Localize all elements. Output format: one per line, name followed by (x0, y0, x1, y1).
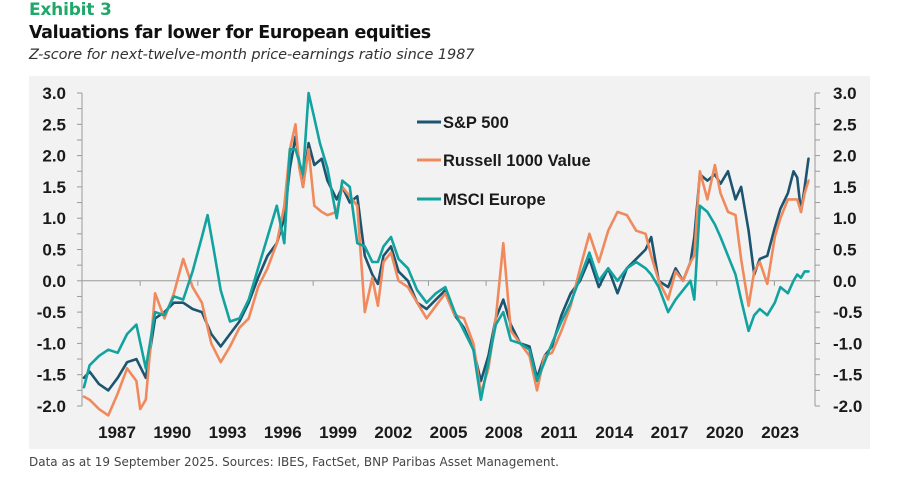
y-tick-label-right: 2.5 (833, 115, 857, 134)
x-tick-label: 2002 (374, 423, 412, 442)
y-tick-label-right: 1.5 (833, 178, 857, 197)
y-tick-label-left: 2.0 (42, 147, 66, 166)
y-tick-label-left: 0.0 (42, 272, 66, 291)
x-tick-label: 2017 (651, 423, 689, 442)
x-tick-label: 1993 (209, 423, 247, 442)
legend: S&P 500 Russell 1000 Value MSCI Europe (417, 114, 591, 209)
x-tick-label: 2020 (706, 423, 744, 442)
x-tick-label: 2014 (595, 423, 633, 442)
series-lines (82, 91, 810, 417)
x-tick-label: 2011 (541, 423, 578, 442)
y-tick-label-right: 0.5 (833, 241, 857, 260)
chart-title: Valuations far lower for European equiti… (29, 23, 431, 43)
chart-subtitle: Z-score for next-twelve-month price-earn… (29, 47, 475, 63)
y-tick-label-right: 2.0 (833, 147, 857, 166)
y-tick-label-right: 1.0 (833, 209, 857, 228)
legend-label: MSCI Europe (443, 191, 546, 209)
y-tick-label-right: -2.0 (833, 397, 862, 416)
x-tick-label: 2005 (430, 423, 468, 442)
x-tick-label: 1987 (98, 423, 136, 442)
exhibit-label: Exhibit 3 (29, 0, 112, 20)
x-tick-label: 1996 (264, 423, 302, 442)
y-tick-label-left: -1.5 (37, 366, 66, 385)
y-tick-label-left: -0.5 (37, 303, 66, 322)
y-tick-label-left: 0.5 (42, 241, 66, 260)
legend-label: S&P 500 (443, 114, 509, 132)
x-tick-label: 2023 (761, 423, 799, 442)
x-tick-label: 2008 (485, 423, 523, 442)
y-tick-label-right: 0.0 (833, 272, 857, 291)
y-tick-label-left: 1.0 (42, 209, 66, 228)
y-tick-label-right: -0.5 (833, 303, 862, 322)
series-line-msci-europe (82, 91, 810, 402)
y-tick-label-right: 3.0 (833, 84, 857, 103)
y-tick-label-left: -1.0 (37, 334, 66, 353)
series-line-russell-1000-value (82, 123, 810, 417)
y-tick-label-left: 3.0 (42, 84, 66, 103)
axes: 3.0 3.0 2.5 2.5 2.0 2.0 1.5 1.5 1.0 1.0 0.5 0.5 0.0 0… (37, 84, 863, 442)
x-tick-label: 1999 (319, 423, 357, 442)
y-tick-label-left: 1.5 (42, 178, 66, 197)
y-tick-label-right: -1.5 (833, 366, 862, 385)
y-tick-label-left: -2.0 (37, 397, 66, 416)
y-tick-label-left: 2.5 (42, 115, 66, 134)
source-footnote: Data as at 19 September 2025. Sources: I… (29, 455, 559, 469)
legend-label: Russell 1000 Value (443, 152, 591, 170)
y-tick-label-right: -1.0 (833, 334, 862, 353)
x-tick-label: 1990 (153, 423, 191, 442)
